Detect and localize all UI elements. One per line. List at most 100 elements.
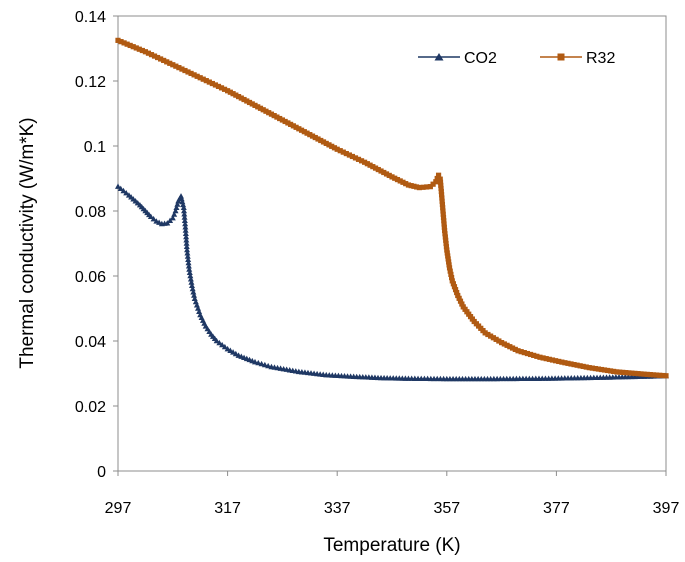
data-point-co2 [265,362,272,369]
data-point-r32 [331,145,338,151]
data-point-r32 [434,175,440,182]
data-point-r32 [233,92,239,98]
data-point-r32 [647,372,653,378]
data-point-r32 [246,99,253,106]
data-point-co2 [184,250,191,256]
data-point-co2 [183,243,190,249]
data-point-r32 [191,72,197,78]
data-point-r32 [296,126,302,132]
data-point-r32 [663,373,669,379]
data-point-r32 [438,188,444,195]
data-point-r32 [438,185,444,192]
data-point-r32 [194,73,200,79]
data-point-co2 [178,193,185,199]
data-point-r32 [127,42,133,49]
data-point-r32 [400,179,406,185]
data-point-co2 [255,359,262,366]
data-point-r32 [277,115,283,122]
data-point-r32 [438,192,445,198]
data-point-r32 [537,354,543,360]
data-point-r32 [650,372,657,378]
data-point-r32 [527,351,534,358]
data-point-co2 [188,282,195,288]
data-point-r32 [124,41,130,47]
data-point-r32 [632,370,638,376]
data-point-r32 [260,107,266,113]
data-point-r32 [601,367,608,373]
data-point-r32 [442,234,448,240]
x-axis: 297 317 337 357 377 397 [105,471,679,517]
data-point-co2 [258,360,265,367]
data-point-co2 [190,289,197,295]
data-point-co2 [189,285,196,292]
data-point-r32 [414,184,420,190]
legend: CO2 R32 [418,50,615,67]
data-point-r32 [154,54,161,61]
data-point-r32 [559,359,565,365]
data-point-r32 [443,240,449,247]
data-point-r32 [534,353,540,359]
data-point-co2 [188,279,195,285]
data-point-r32 [515,348,521,354]
data-point-r32 [440,205,446,211]
data-point-r32 [562,360,568,366]
data-point-co2 [182,224,189,230]
data-point-r32 [549,357,556,363]
legend-label-co2: CO2 [464,50,497,67]
data-point-r32 [188,70,194,77]
data-point-r32 [446,259,452,265]
data-point-r32 [444,250,450,256]
data-point-r32 [442,231,448,237]
data-point-r32 [285,120,291,126]
x-tick-label: 297 [105,500,132,517]
data-point-r32 [660,372,666,379]
data-point-r32 [439,201,446,208]
data-point-co2 [117,185,124,192]
data-point-co2 [181,217,188,223]
data-point-r32 [200,76,206,82]
data-point-r32 [148,52,155,58]
data-point-r32 [490,335,496,341]
data-point-co2 [183,237,190,243]
legend-marker-co2 [434,53,444,61]
data-point-r32 [268,111,275,117]
data-point-r32 [459,301,465,307]
data-point-co2 [147,213,154,220]
data-point-r32 [546,356,552,362]
data-point-r32 [440,214,447,221]
data-point-r32 [424,184,430,190]
data-point-r32 [531,352,537,358]
data-point-r32 [381,169,387,176]
legend-item-r32: R32 [540,50,615,67]
legend-item-co2: CO2 [418,50,497,67]
y-axis: 0 0.02 0.04 0.06 0.08 0.1 0.12 0.14 [75,9,118,481]
data-point-r32 [394,176,401,183]
data-point-r32 [118,39,124,45]
data-point-r32 [230,91,236,97]
data-point-r32 [446,262,452,268]
data-point-co2 [219,341,226,348]
data-point-r32 [318,137,324,144]
x-tick-label: 357 [433,500,460,517]
data-point-r32 [389,174,395,180]
data-point-co2 [174,201,181,207]
data-point-r32 [512,346,518,352]
data-point-r32 [657,372,663,378]
data-point-r32 [437,176,443,182]
data-point-co2 [185,256,192,262]
data-point-r32 [592,365,598,372]
data-point-co2 [115,183,121,189]
data-point-r32 [367,162,373,168]
data-point-r32 [370,164,376,170]
data-point-r32 [167,60,173,66]
data-point-co2 [184,246,191,253]
data-point-r32 [197,75,203,81]
data-point-r32 [654,372,660,378]
data-point-r32 [326,142,332,148]
data-point-r32 [452,287,459,293]
data-point-r32 [161,57,167,64]
data-point-r32 [173,63,179,69]
data-point-co2 [213,337,220,344]
data-point-r32 [362,159,368,165]
